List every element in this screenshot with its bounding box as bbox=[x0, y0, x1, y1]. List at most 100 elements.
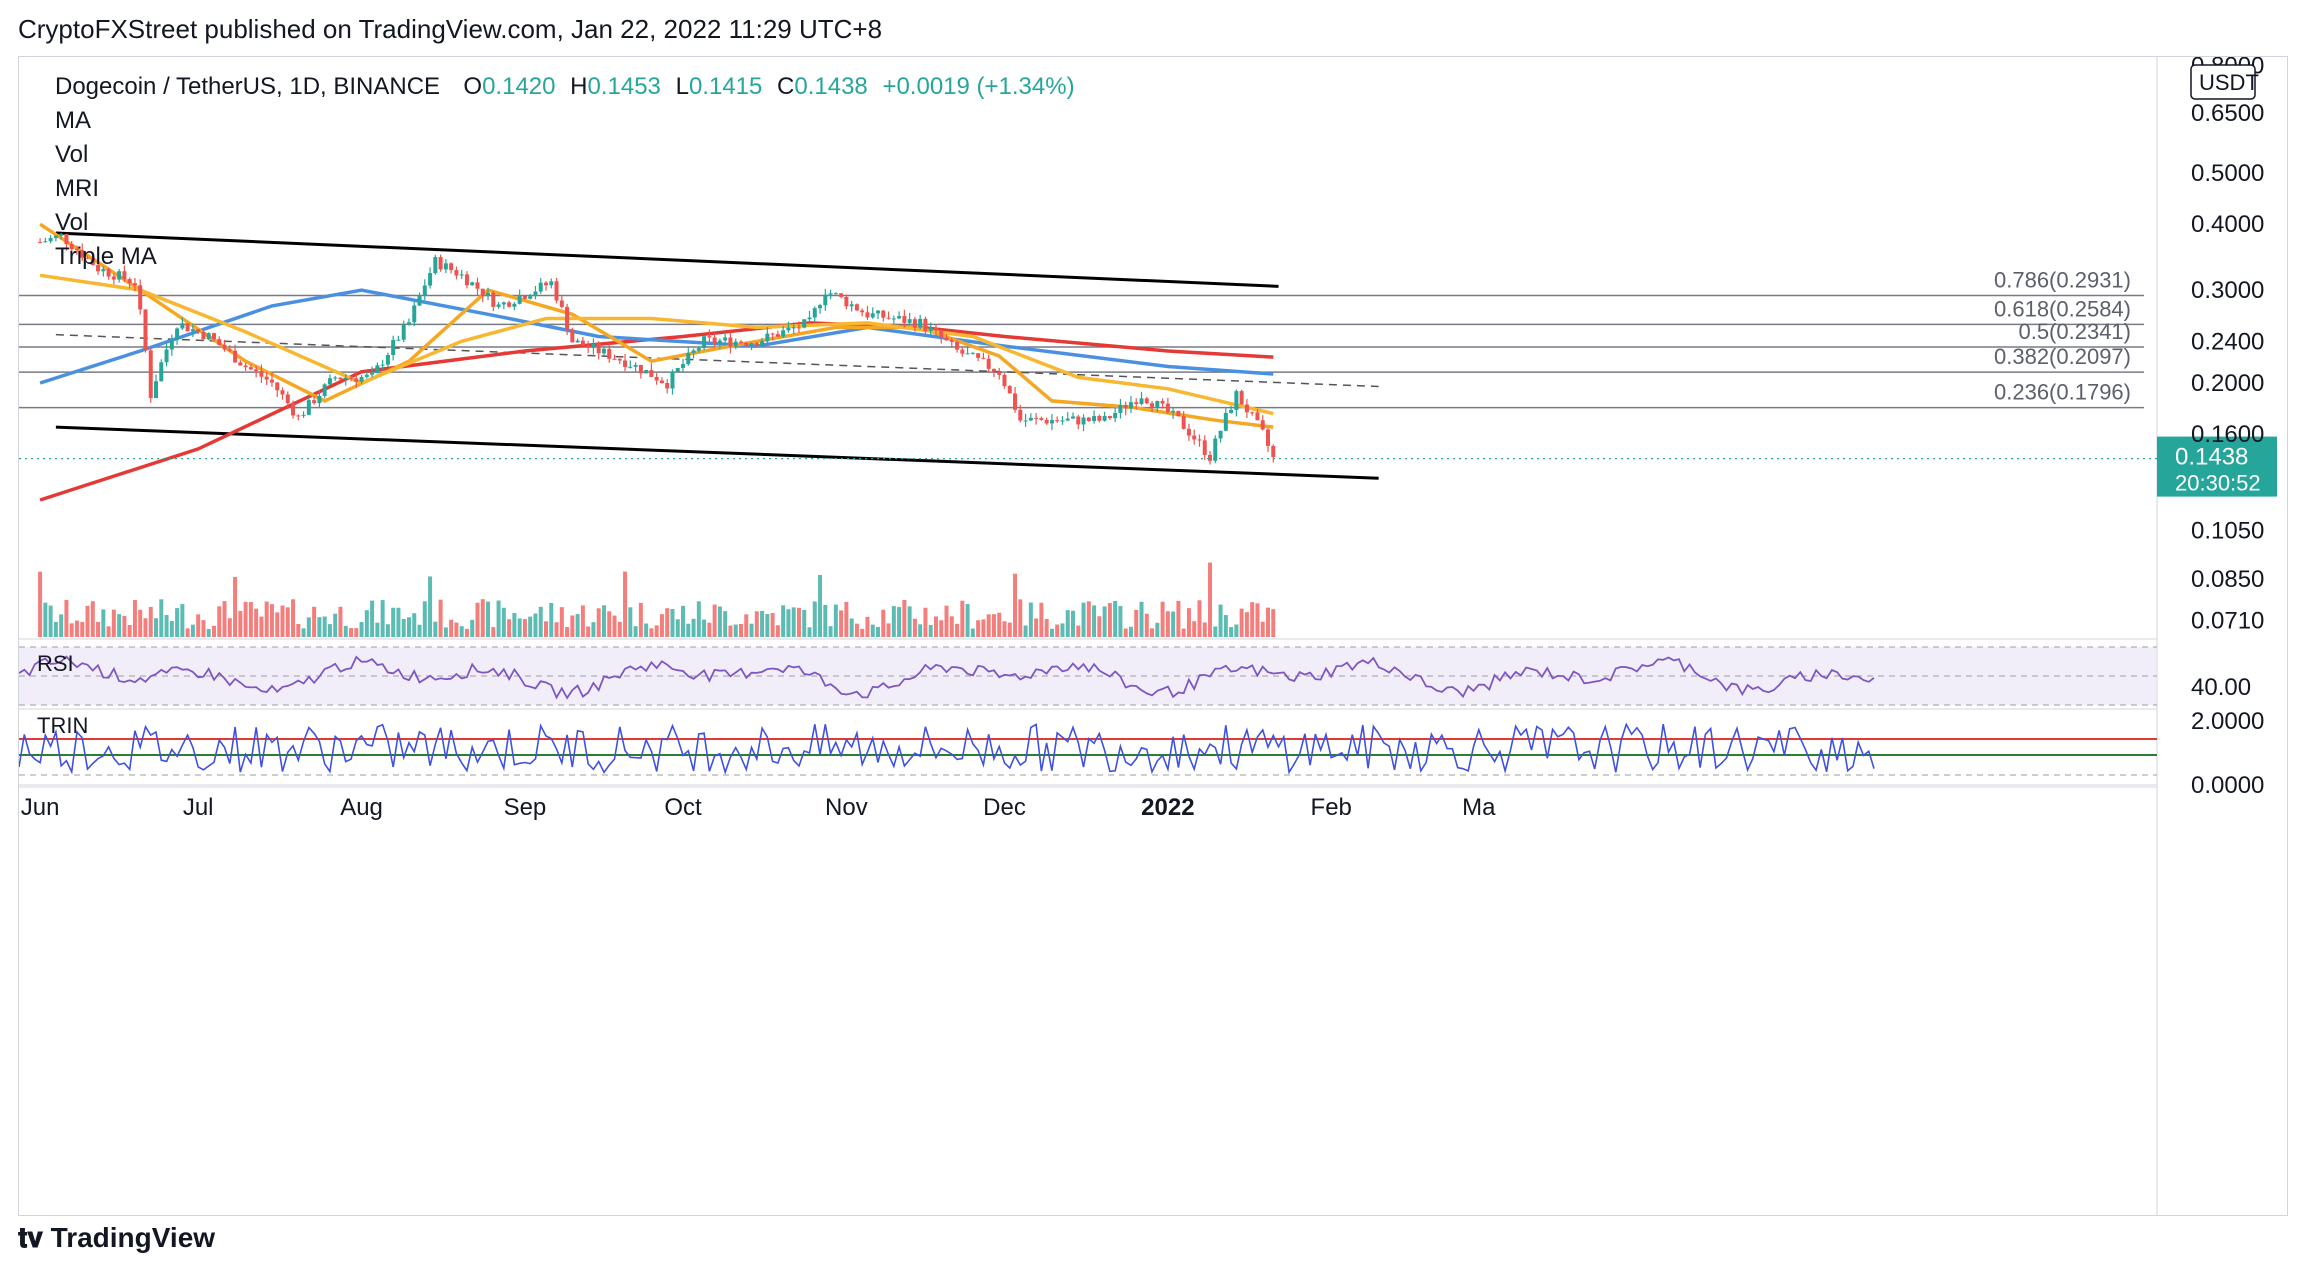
candle-body bbox=[1197, 439, 1202, 441]
volume-bar bbox=[1197, 600, 1202, 637]
volume-bar bbox=[796, 607, 801, 637]
volume-bar bbox=[312, 606, 317, 637]
volume-bar bbox=[354, 628, 359, 637]
candle-body bbox=[349, 377, 354, 379]
volume-bar bbox=[132, 599, 137, 637]
channel-lower-line[interactable] bbox=[55, 425, 1379, 480]
volume-bar bbox=[148, 606, 153, 637]
volume-bar bbox=[897, 607, 902, 637]
candle-body bbox=[343, 377, 348, 380]
candle-body bbox=[486, 292, 491, 297]
volume-bar bbox=[902, 599, 907, 637]
price-axis-tick: 0.0710 bbox=[2191, 607, 2264, 634]
candle-body bbox=[496, 304, 501, 307]
volume-bar bbox=[217, 606, 222, 637]
candle-body bbox=[601, 348, 606, 354]
chart-svg[interactable]: 0.786(0.2931)0.618(0.2584)0.5(0.2341)0.3… bbox=[19, 57, 2287, 1215]
volume-bar bbox=[775, 625, 780, 637]
candle-body bbox=[259, 371, 264, 377]
candle-body bbox=[322, 384, 327, 396]
moving-average-ma_red[interactable] bbox=[39, 321, 1274, 502]
volume-bar bbox=[939, 620, 944, 637]
volume-bar bbox=[565, 626, 570, 637]
rsi-line[interactable] bbox=[19, 655, 1875, 700]
last-price-badge[interactable] bbox=[2157, 436, 2277, 497]
candle-body bbox=[628, 366, 633, 368]
candle-body bbox=[291, 403, 296, 416]
candle-body bbox=[796, 327, 801, 329]
indicator-mri[interactable]: MRI bbox=[55, 175, 99, 202]
volume-bar bbox=[185, 628, 190, 637]
candle-body bbox=[1102, 415, 1107, 421]
candle-body bbox=[222, 344, 227, 350]
candle-body bbox=[480, 288, 485, 297]
volume-bar bbox=[923, 607, 928, 637]
volume-bar bbox=[638, 602, 643, 637]
channel-mid-dashed-line[interactable] bbox=[55, 333, 1379, 388]
volume-bar bbox=[1208, 562, 1213, 637]
candle-body bbox=[1223, 412, 1228, 431]
volume-bar bbox=[443, 627, 448, 637]
moving-average-ma_yellow[interactable] bbox=[39, 273, 1274, 416]
channel-upper-line[interactable] bbox=[55, 231, 1279, 288]
volume-bar bbox=[580, 605, 585, 637]
candle-body bbox=[833, 293, 838, 295]
moving-average-ma_blue[interactable] bbox=[39, 288, 1274, 385]
candle-body bbox=[707, 336, 712, 338]
indicator-triple-ma[interactable]: Triple MA bbox=[55, 243, 157, 270]
candle-body bbox=[85, 257, 90, 259]
candle-body bbox=[1081, 417, 1086, 425]
indicator-vol[interactable]: Vol bbox=[55, 141, 89, 168]
candle-body bbox=[470, 282, 475, 286]
moving-average-ma_orange[interactable] bbox=[39, 222, 1274, 429]
volume-bar bbox=[227, 618, 232, 637]
candle-body bbox=[275, 382, 280, 391]
volume-bar bbox=[375, 622, 380, 637]
volume-bar bbox=[575, 614, 580, 637]
volume-bar bbox=[53, 621, 58, 637]
volume-bar bbox=[997, 612, 1002, 637]
currency-badge[interactable] bbox=[2190, 64, 2256, 100]
volume-bar bbox=[327, 624, 332, 637]
candle-body bbox=[433, 257, 438, 274]
candle-body bbox=[522, 296, 527, 299]
candle-body bbox=[364, 374, 369, 377]
volume-bar bbox=[686, 623, 691, 637]
trin-line[interactable] bbox=[19, 722, 1875, 775]
candle-body bbox=[591, 343, 596, 348]
candle-body bbox=[38, 242, 43, 244]
candle-body bbox=[164, 349, 169, 363]
candle-body bbox=[306, 400, 311, 415]
candle-body bbox=[649, 370, 654, 377]
tradingview-logo[interactable]: 𝐭𝐯 TradingView bbox=[18, 1222, 215, 1253]
candle-body bbox=[891, 318, 896, 320]
volume-bar bbox=[96, 621, 101, 637]
volume-bar bbox=[823, 604, 828, 637]
volume-bar bbox=[812, 601, 817, 637]
volume-bar bbox=[865, 616, 870, 637]
high-label: H bbox=[570, 73, 588, 100]
candle-body bbox=[1186, 428, 1191, 436]
candle-body bbox=[1097, 416, 1102, 421]
footer: 𝐭𝐯 TradingView bbox=[18, 1222, 215, 1270]
price-axis-tick: 0.1050 bbox=[2191, 518, 2264, 545]
indicator-ma[interactable]: MA bbox=[55, 107, 91, 134]
volume-bar bbox=[696, 601, 701, 637]
volume-bar bbox=[59, 614, 64, 637]
volume-bar bbox=[1213, 626, 1218, 637]
volume-bar bbox=[559, 607, 564, 637]
indicator-vol-2[interactable]: Vol bbox=[55, 209, 89, 236]
volume-bar bbox=[306, 617, 311, 637]
candle-body bbox=[570, 329, 575, 343]
volume-bar bbox=[1244, 612, 1249, 637]
volume-bar bbox=[1097, 616, 1102, 637]
volume-bar bbox=[918, 624, 923, 637]
volume-bar bbox=[691, 618, 696, 637]
candle-body bbox=[670, 371, 675, 389]
candle-body bbox=[1123, 405, 1128, 409]
candle-body bbox=[443, 263, 448, 270]
volume-bar bbox=[254, 608, 259, 637]
chart-frame[interactable]: 0.786(0.2931) 0.618(0.2584) 0.5(0.2341) 0.3… bbox=[18, 56, 2288, 1216]
volume-bar bbox=[1250, 602, 1255, 637]
candle-body bbox=[154, 381, 159, 399]
